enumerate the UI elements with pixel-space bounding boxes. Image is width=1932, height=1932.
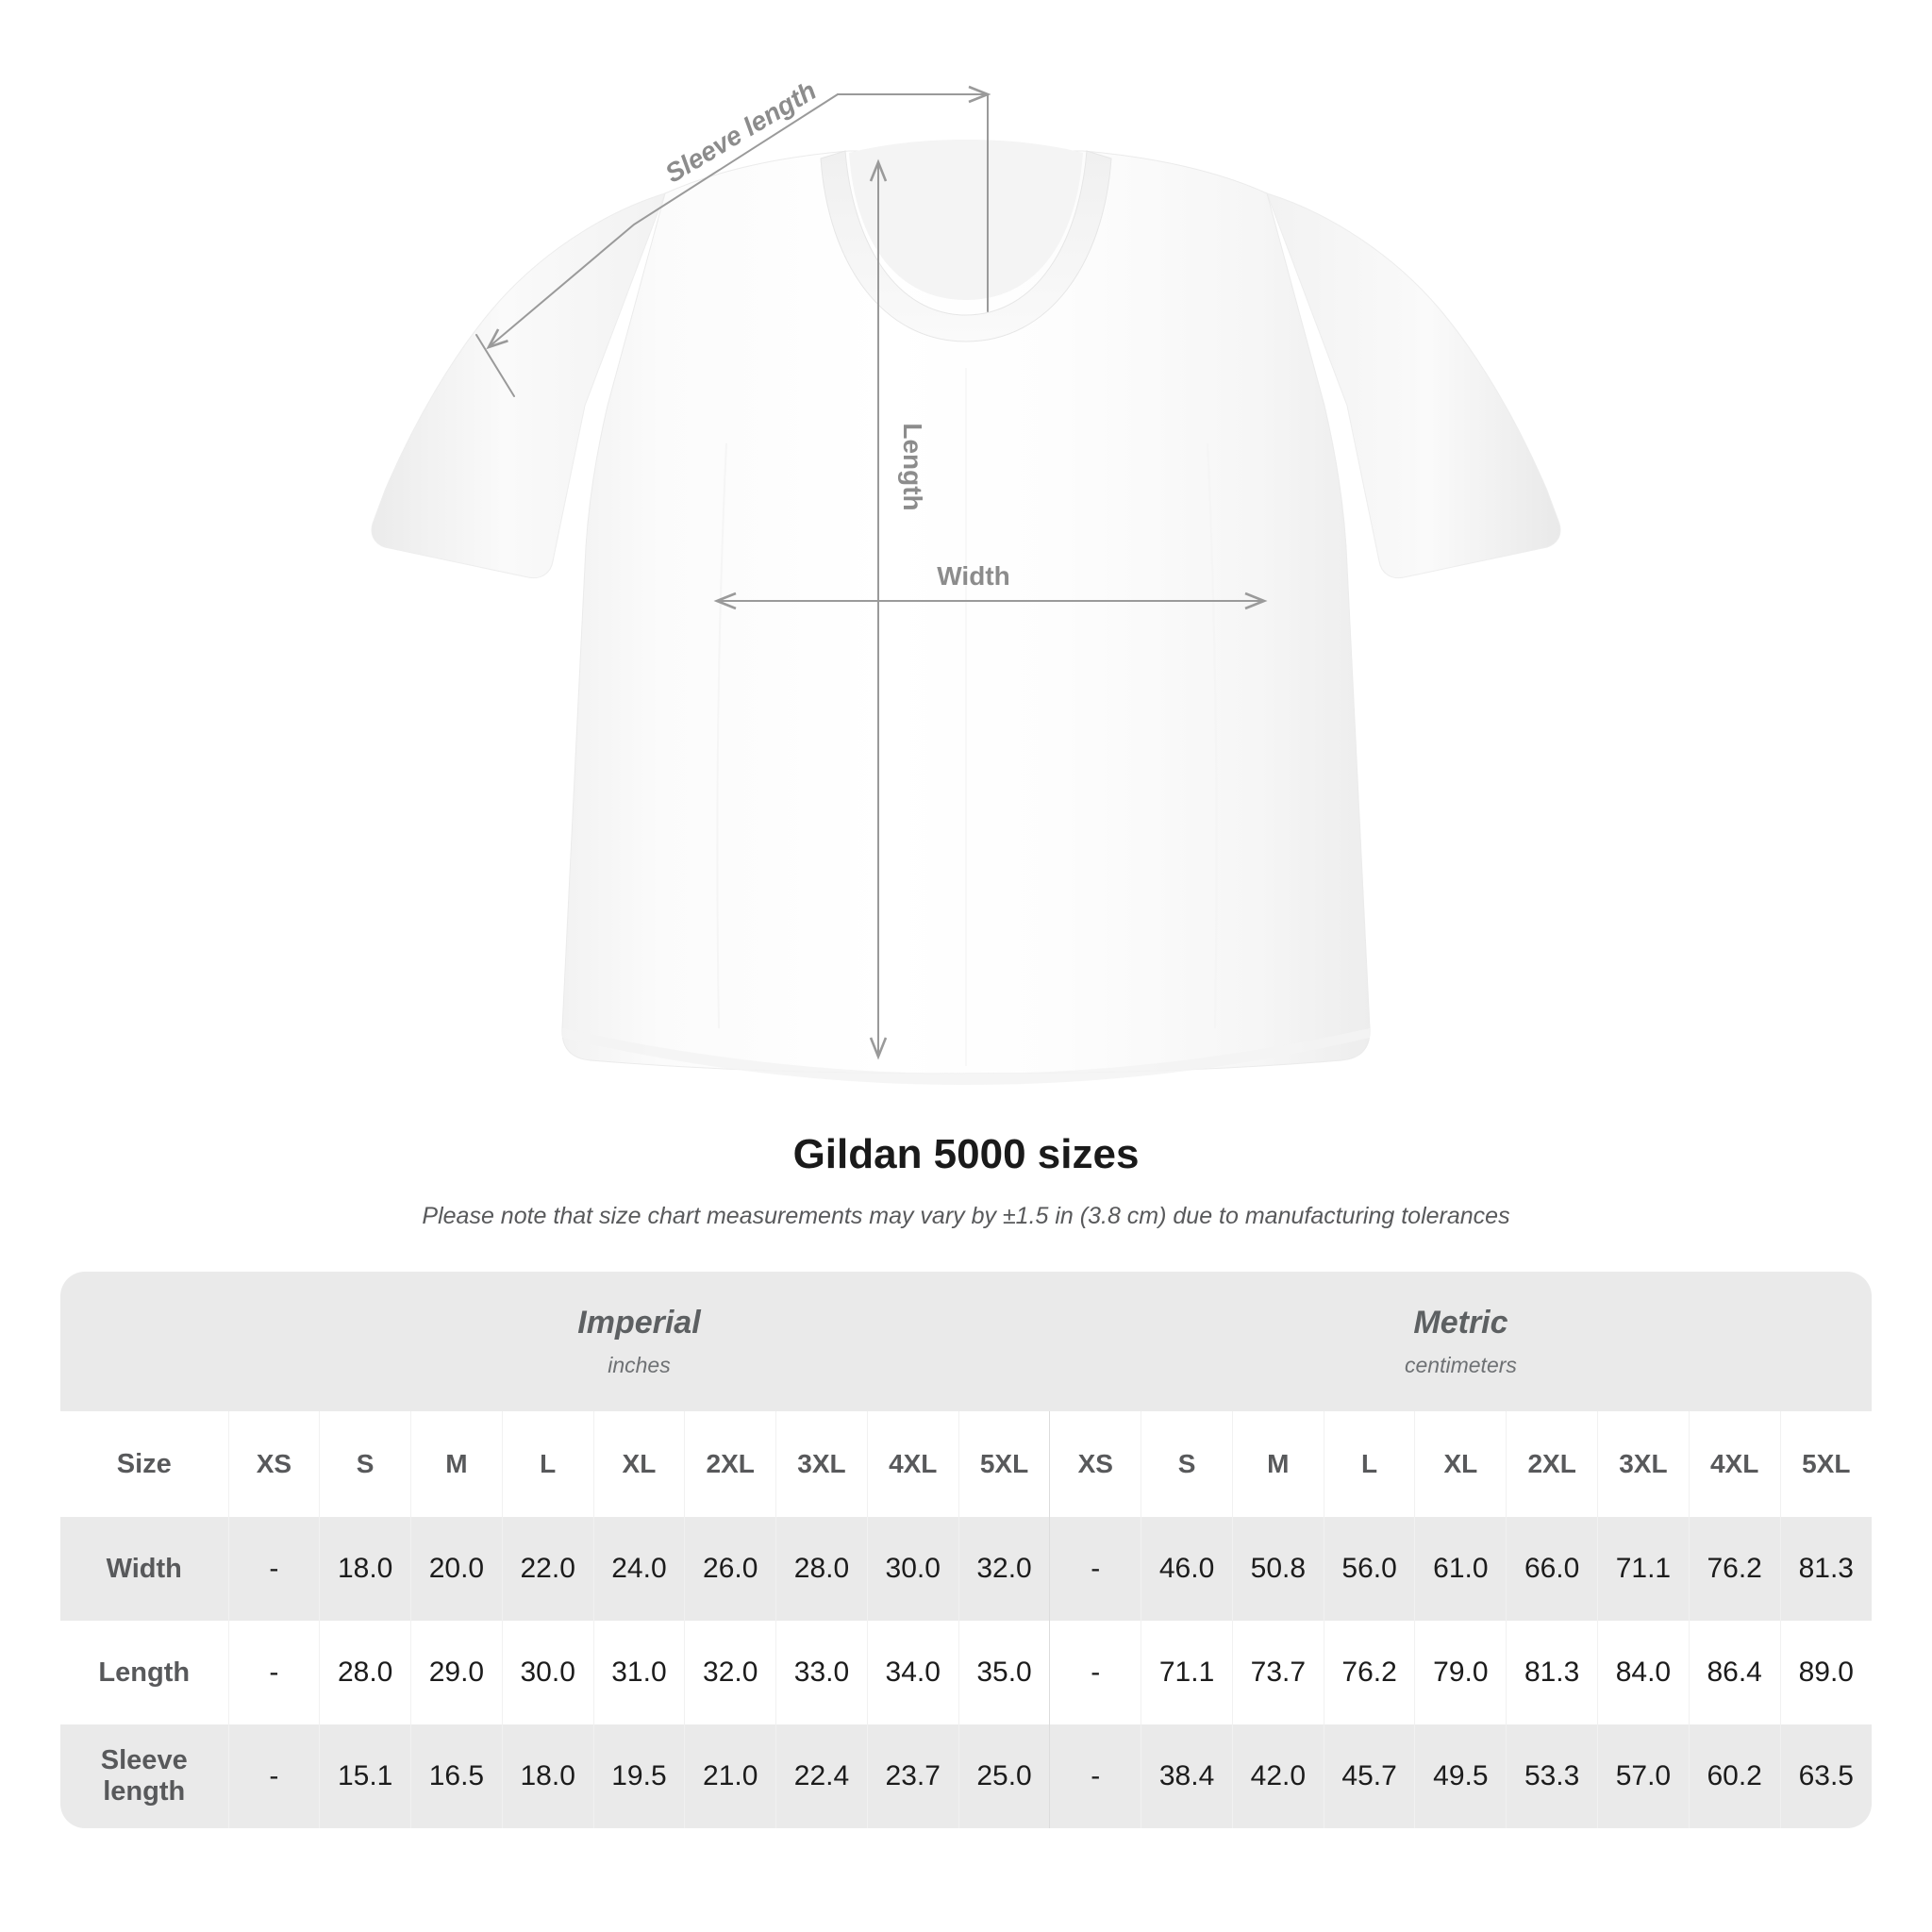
row-label-width: Width	[60, 1517, 228, 1621]
cell-sleeve-length-metric-5xl: 63.5	[1779, 1724, 1872, 1828]
cell-length-metric-3xl: 84.0	[1597, 1621, 1690, 1724]
cell-length-metric-xs: -	[1049, 1621, 1141, 1724]
size-header-metric-xl: XL	[1414, 1411, 1507, 1517]
cell-width-metric-2xl: 66.0	[1506, 1517, 1598, 1621]
cell-length-imperial-4xl: 34.0	[866, 1621, 959, 1724]
page-title: Gildan 5000 sizes	[792, 1131, 1140, 1177]
cell-length-metric-xl: 79.0	[1414, 1621, 1507, 1724]
sleeve-length-annotation	[475, 85, 991, 397]
cell-width-imperial-l: 22.0	[501, 1517, 594, 1621]
length-label: Length	[898, 423, 927, 510]
cell-width-metric-xs: -	[1049, 1517, 1141, 1621]
size-header-metric-4xl: 4XL	[1688, 1411, 1781, 1517]
page-subtitle: Please note that size chart measurements…	[422, 1203, 1510, 1230]
cell-length-imperial-l: 30.0	[501, 1621, 594, 1724]
cell-sleeve-length-metric-xl: 49.5	[1414, 1724, 1507, 1828]
cell-sleeve-length-imperial-xl: 19.5	[592, 1724, 685, 1828]
cell-sleeve-length-metric-s: 38.4	[1141, 1724, 1233, 1828]
width-label: Width	[937, 561, 1010, 591]
size-header-metric-2xl: 2XL	[1506, 1411, 1598, 1517]
cell-length-metric-5xl: 89.0	[1779, 1621, 1872, 1724]
size-column-header: Size	[60, 1411, 228, 1517]
size-header-imperial-2xl: 2XL	[684, 1411, 776, 1517]
size-header-imperial-m: M	[410, 1411, 503, 1517]
size-header-metric-xs: XS	[1049, 1411, 1141, 1517]
size-chart-table-wrap: Imperial inches Metric centimeters Size XS S M L…	[60, 1272, 1872, 1828]
cell-length-metric-s: 71.1	[1141, 1621, 1233, 1724]
size-header-metric-3xl: 3XL	[1597, 1411, 1690, 1517]
size-header-imperial-4xl: 4XL	[866, 1411, 959, 1517]
cell-length-imperial-xs: -	[227, 1621, 320, 1724]
size-header-imperial-l: L	[501, 1411, 594, 1517]
size-header-imperial-xl: XL	[592, 1411, 685, 1517]
cell-length-metric-2xl: 81.3	[1506, 1621, 1598, 1724]
cell-sleeve-length-imperial-s: 15.1	[319, 1724, 411, 1828]
cell-length-imperial-3xl: 33.0	[775, 1621, 868, 1724]
size-header-imperial-s: S	[319, 1411, 411, 1517]
cell-width-imperial-3xl: 28.0	[775, 1517, 868, 1621]
unit-header-row: Imperial inches Metric centimeters	[60, 1272, 1872, 1411]
size-header-row: Size XS S M L XL 2XL 3XL 4XL 5XL XS S M L XL 2XL 3XL 4XL 5…	[60, 1411, 1872, 1517]
tshirt-illustration: Sleeve length Length Width	[371, 75, 1561, 1085]
size-header-imperial-xs: XS	[227, 1411, 320, 1517]
cell-length-imperial-2xl: 32.0	[684, 1621, 776, 1724]
table-row: Width -18.0 20.0 22.0 24.0 26.0 28.0 30.0 32.0-4…	[60, 1517, 1872, 1621]
size-header-metric-m: M	[1231, 1411, 1324, 1517]
title-block: Gildan 5000 sizes Please note that size …	[0, 1131, 1932, 1230]
cell-width-imperial-xl: 24.0	[592, 1517, 685, 1621]
unit-row-spacer	[60, 1272, 228, 1411]
cell-sleeve-length-imperial-5xl: 25.0	[958, 1724, 1050, 1828]
cell-width-imperial-s: 18.0	[319, 1517, 411, 1621]
cell-sleeve-length-metric-2xl: 53.3	[1506, 1724, 1598, 1828]
size-header-metric-5xl: 5XL	[1779, 1411, 1872, 1517]
cell-width-imperial-m: 20.0	[410, 1517, 503, 1621]
unit-name: Imperial	[577, 1305, 701, 1341]
cell-width-metric-m: 50.8	[1231, 1517, 1324, 1621]
unit-header-metric: Metric centimeters	[1049, 1272, 1872, 1411]
cell-width-imperial-2xl: 26.0	[684, 1517, 776, 1621]
cell-sleeve-length-metric-m: 42.0	[1231, 1724, 1324, 1828]
cell-sleeve-length-imperial-4xl: 23.7	[866, 1724, 959, 1828]
cell-width-metric-xl: 61.0	[1414, 1517, 1507, 1621]
cell-width-metric-s: 46.0	[1141, 1517, 1233, 1621]
cell-sleeve-length-metric-3xl: 57.0	[1597, 1724, 1690, 1828]
cell-width-imperial-xs: -	[227, 1517, 320, 1621]
cell-sleeve-length-imperial-xs: -	[227, 1724, 320, 1828]
tshirt-garment	[371, 140, 1561, 1085]
cell-length-imperial-s: 28.0	[319, 1621, 411, 1724]
cell-sleeve-length-imperial-l: 18.0	[501, 1724, 594, 1828]
size-header-imperial-5xl: 5XL	[958, 1411, 1050, 1517]
cell-sleeve-length-imperial-2xl: 21.0	[684, 1724, 776, 1828]
cell-length-imperial-5xl: 35.0	[958, 1621, 1050, 1724]
cell-width-imperial-5xl: 32.0	[958, 1517, 1050, 1621]
size-header-metric-l: L	[1323, 1411, 1415, 1517]
unit-subtitle: centimeters	[1405, 1352, 1517, 1377]
size-header-metric-s: S	[1141, 1411, 1233, 1517]
cell-length-metric-m: 73.7	[1231, 1621, 1324, 1724]
cell-length-imperial-xl: 31.0	[592, 1621, 685, 1724]
cell-width-metric-4xl: 76.2	[1688, 1517, 1781, 1621]
row-label-length: Length	[60, 1621, 228, 1724]
cell-width-metric-3xl: 71.1	[1597, 1517, 1690, 1621]
cell-sleeve-length-metric-l: 45.7	[1323, 1724, 1415, 1828]
cell-width-metric-l: 56.0	[1323, 1517, 1415, 1621]
cell-width-imperial-4xl: 30.0	[866, 1517, 959, 1621]
cell-length-metric-4xl: 86.4	[1688, 1621, 1781, 1724]
size-header-imperial-3xl: 3XL	[775, 1411, 868, 1517]
cell-sleeve-length-imperial-m: 16.5	[410, 1724, 503, 1828]
table-row: Length -28.0 29.0 30.0 31.0 32.0 33.0 34.0 35.0-…	[60, 1621, 1872, 1724]
cell-sleeve-length-metric-4xl: 60.2	[1688, 1724, 1781, 1828]
table-row: Sleeve length -15.1 16.5 18.0 19.5 21.0 22.4 23…	[60, 1724, 1872, 1828]
unit-subtitle: inches	[608, 1352, 671, 1377]
cell-length-metric-l: 76.2	[1323, 1621, 1415, 1724]
cell-sleeve-length-imperial-3xl: 22.4	[775, 1724, 868, 1828]
size-chart-table: Imperial inches Metric centimeters Size XS S M L…	[60, 1272, 1872, 1828]
cell-width-metric-5xl: 81.3	[1779, 1517, 1872, 1621]
unit-name: Metric	[1413, 1305, 1508, 1341]
cell-sleeve-length-metric-xs: -	[1049, 1724, 1141, 1828]
row-label-sleeve-length: Sleeve length	[60, 1724, 228, 1828]
unit-header-imperial: Imperial inches	[228, 1272, 1050, 1411]
cell-length-imperial-m: 29.0	[410, 1621, 503, 1724]
